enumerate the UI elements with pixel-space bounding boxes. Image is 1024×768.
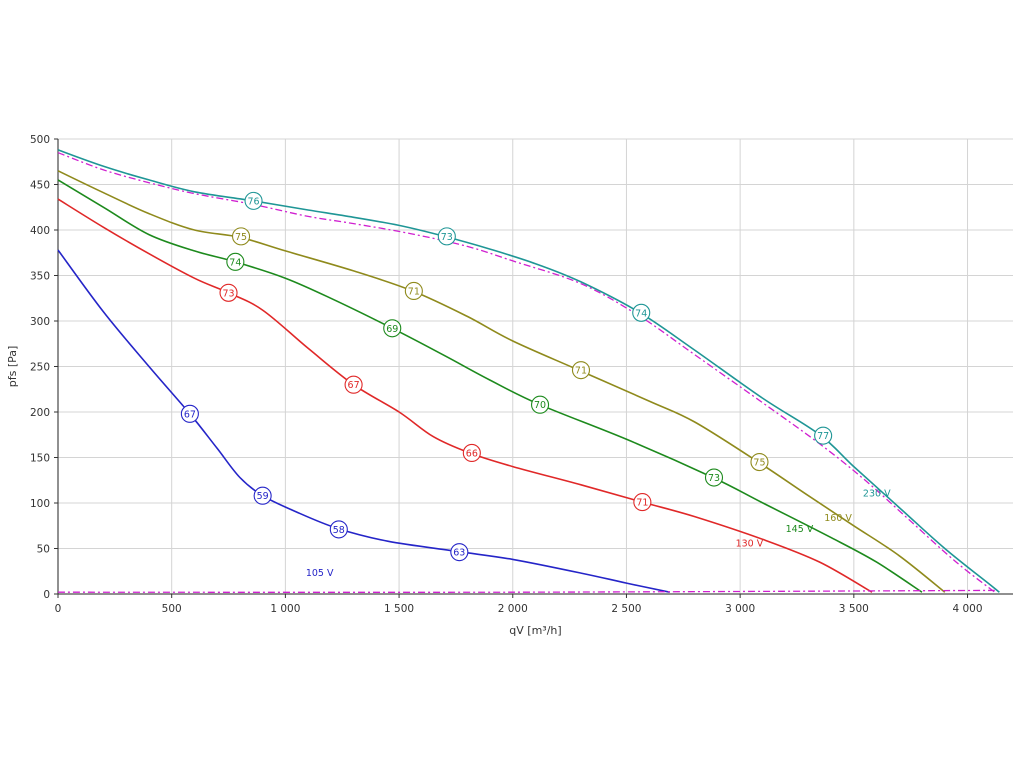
efficiency-marker-label: 73	[708, 473, 720, 484]
efficiency-marker	[226, 252, 245, 271]
series-line-105-v	[57, 249, 670, 593]
efficiency-marker	[814, 426, 833, 445]
efficiency-marker	[180, 404, 199, 423]
series-label-group: 105 V 130 V 145 V 160 V 230 V	[306, 489, 891, 579]
x-tick-label: 4 000	[952, 603, 982, 615]
efficiency-marker-label: 67	[348, 380, 360, 391]
efficiency-marker-label: 71	[575, 366, 587, 377]
efficiency-marker-label: 76	[248, 196, 260, 207]
y-tick-label: 400	[30, 225, 50, 237]
series-voltage-label: 230 V	[863, 489, 891, 500]
efficiency-marker-label: 71	[636, 498, 648, 509]
series-voltage-label: 130 V	[736, 539, 764, 550]
x-tick-label: 3 500	[839, 603, 869, 615]
efficiency-marker-label: 74	[229, 257, 241, 268]
series-voltage-label: 105 V	[306, 568, 334, 579]
efficiency-marker	[404, 281, 423, 301]
efficiency-marker	[219, 283, 238, 302]
x-tick-label: 2 500	[611, 603, 641, 615]
efficiency-marker	[462, 443, 481, 463]
y-tick-label: 200	[30, 407, 50, 419]
efficiency-marker-label: 77	[817, 431, 829, 442]
y-tick-label: 500	[30, 134, 50, 146]
efficiency-marker-label: 67	[184, 409, 196, 420]
efficiency-marker	[231, 227, 251, 246]
series-group	[57, 149, 1000, 593]
y-tick-label: 100	[30, 498, 50, 510]
reference-curve-dashdot	[57, 152, 996, 593]
efficiency-marker	[750, 452, 769, 472]
efficiency-marker-label: 73	[441, 232, 453, 243]
x-tick-label: 1 000	[270, 603, 300, 615]
efficiency-marker	[632, 303, 651, 322]
y-tick-label: 0	[43, 589, 50, 601]
series-voltage-label: 145 V	[786, 524, 814, 535]
y-axis-ticks: 0 50 100 150 200 250 300 350 400 450 500	[30, 134, 58, 601]
efficiency-marker-label: 71	[408, 286, 420, 297]
efficiency-marker	[704, 468, 724, 487]
x-tick-label: 500	[162, 603, 182, 615]
y-tick-label: 250	[30, 362, 50, 374]
x-axis-ticks: 0 500 1 000 1 500 2 000 2 500 3 000 3 500 4 000	[55, 594, 983, 615]
efficiency-marker	[329, 520, 348, 539]
x-tick-label: 2 000	[498, 603, 528, 615]
efficiency-marker-label: 75	[753, 458, 765, 469]
y-tick-label: 450	[30, 180, 50, 192]
efficiency-marker	[450, 543, 469, 562]
efficiency-marker-label: 59	[257, 491, 269, 502]
x-tick-label: 0	[55, 603, 62, 615]
y-tick-label: 300	[30, 316, 50, 328]
x-tick-label: 1 500	[384, 603, 414, 615]
efficiency-marker-label: 69	[386, 324, 398, 335]
efficiency-marker	[344, 375, 363, 394]
efficiency-marker	[437, 227, 456, 246]
efficiency-marker-label: 73	[222, 288, 234, 299]
efficiency-marker	[253, 486, 272, 505]
efficiency-marker	[244, 191, 263, 210]
efficiency-marker-label: 74	[635, 308, 647, 319]
efficiency-marker	[571, 361, 591, 380]
series-line-130-v	[57, 198, 873, 593]
y-tick-label: 350	[30, 271, 50, 283]
x-axis-title: qV [m³/h]	[509, 624, 561, 637]
efficiency-marker	[633, 493, 652, 512]
y-tick-label: 50	[37, 544, 50, 556]
efficiency-marker-label: 66	[466, 448, 478, 459]
series-line-230-v	[57, 149, 1000, 593]
x-tick-label: 3 000	[725, 603, 755, 615]
efficiency-marker-label: 70	[534, 400, 546, 411]
efficiency-marker-label: 63	[453, 548, 465, 559]
series-voltage-label: 160 V	[824, 513, 852, 524]
efficiency-marker	[530, 395, 550, 414]
series-line-160-v	[57, 170, 946, 593]
efficiency-marker	[383, 319, 402, 338]
series-line-145-v	[57, 179, 923, 593]
efficiency-marker-label: 58	[333, 525, 345, 536]
y-axis-title: pfs [Pa]	[6, 346, 19, 388]
reference-curve-dashdot	[57, 589, 995, 593]
y-tick-label: 150	[30, 453, 50, 465]
marker-group: 67 59 58 63 73 67 66 71 74 69 70 73 75 71 71 75 76 73 74 77	[180, 191, 833, 562]
efficiency-marker-label: 75	[235, 232, 247, 243]
